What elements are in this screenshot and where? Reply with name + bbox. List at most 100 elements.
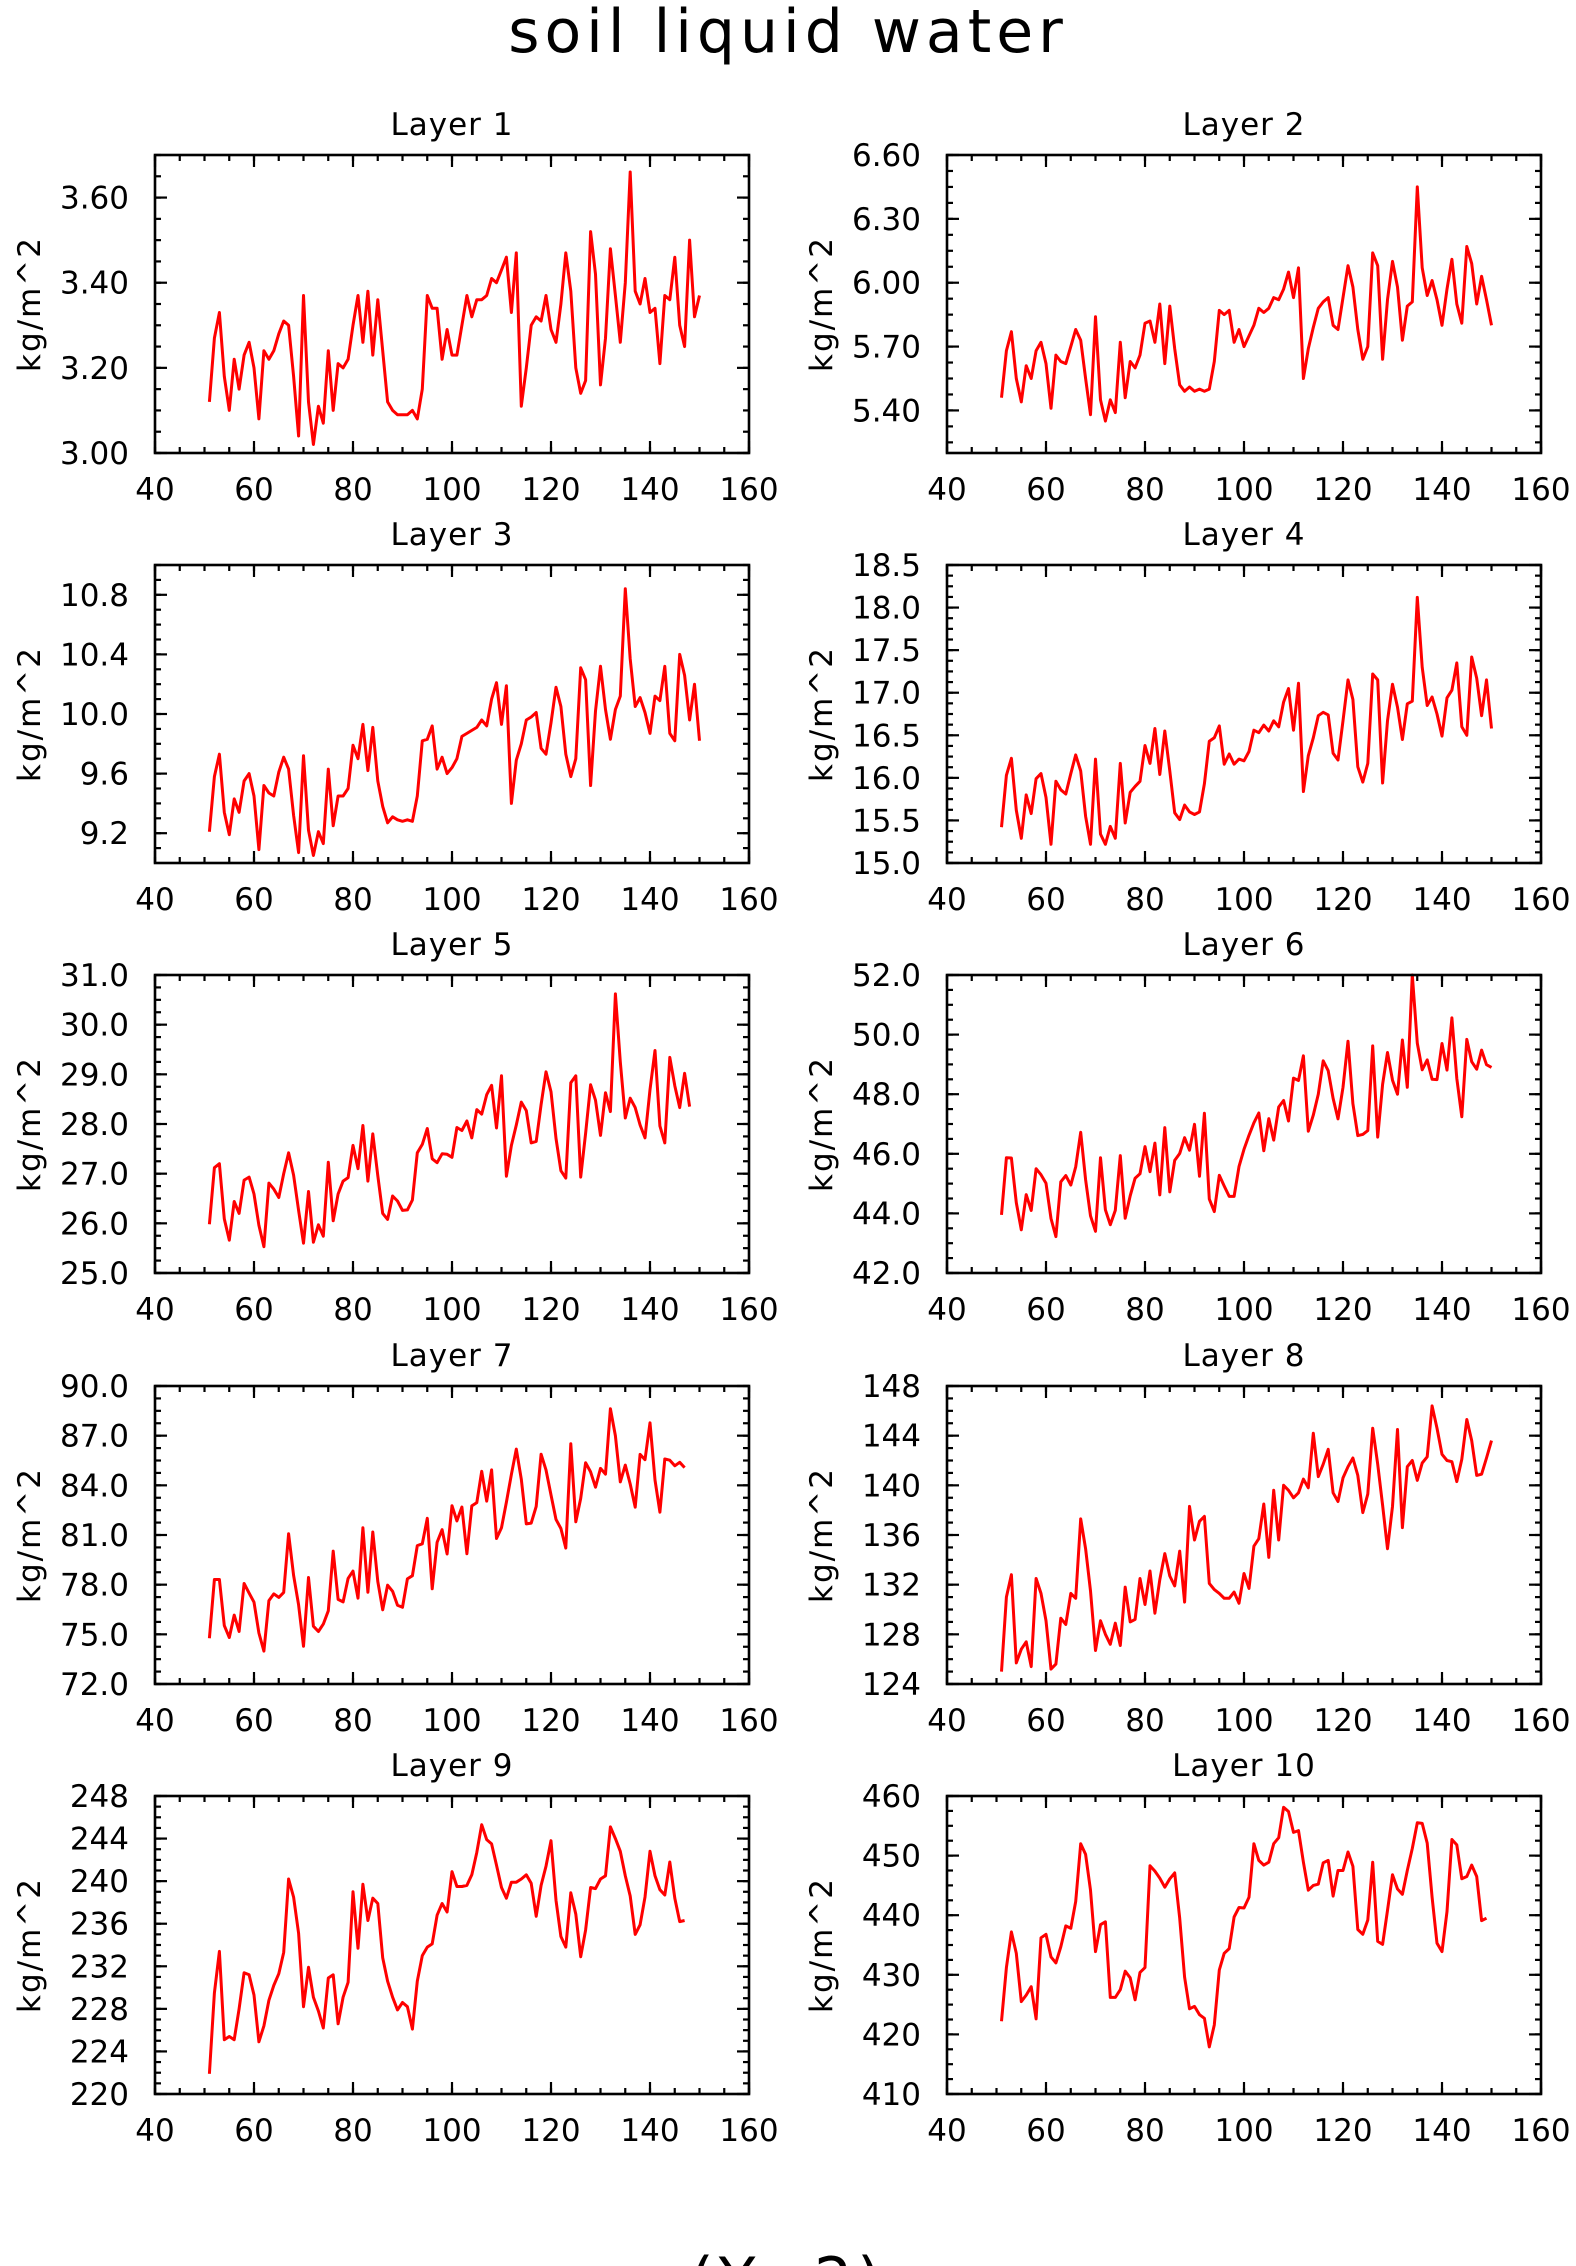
x-tick-label: 160 — [719, 472, 778, 508]
series-line — [207, 1823, 685, 2074]
y-axis-label: kg/m^2 — [12, 1056, 48, 1192]
y-tick-label: 28.0 — [60, 1107, 129, 1143]
x-tick-label: 40 — [927, 472, 966, 508]
y-tick-label: 3.20 — [60, 351, 129, 387]
x-tick-label: 100 — [1214, 1292, 1273, 1328]
figure-title: soil liquid water — [508, 0, 1068, 67]
x-tick-label: 60 — [1026, 1703, 1065, 1739]
y-tick-label: 460 — [862, 1779, 921, 1815]
y-tick-label: 9.6 — [80, 757, 129, 793]
x-tick-label: 160 — [1511, 1292, 1570, 1328]
y-tick-label: 450 — [862, 1839, 921, 1875]
y-tick-label: 16.5 — [852, 718, 921, 754]
x-tick-label: 80 — [333, 472, 372, 508]
x-tick-label: 140 — [1412, 472, 1471, 508]
x-tick-label: 140 — [620, 472, 679, 508]
x-tick-label: 80 — [333, 2113, 372, 2149]
x-tick-label: 60 — [1026, 472, 1065, 508]
series-line — [1000, 185, 1493, 423]
panel-layer-4: Layer 4 kg/m^2 40 60 80 100 120 140 160 15.0 15.5 1… — [804, 517, 1571, 918]
x-tick-label: 120 — [521, 1292, 580, 1328]
y-tick-label: 42.0 — [852, 1256, 921, 1292]
y-tick-label: 29.0 — [60, 1057, 129, 1093]
y-tick-label: 25.0 — [60, 1256, 129, 1292]
x-tick-label: 80 — [333, 1292, 372, 1328]
y-tick-label: 6.60 — [852, 138, 921, 174]
y-tick-label: 240 — [70, 1864, 129, 1900]
x-tick-label: 140 — [1412, 1703, 1471, 1739]
x-tick-label: 120 — [521, 2113, 580, 2149]
x-tick-label: 80 — [1125, 1292, 1164, 1328]
y-tick-label: 87.0 — [60, 1419, 129, 1455]
x-tick-label: 140 — [620, 2113, 679, 2149]
y-tick-label: 44.0 — [852, 1196, 921, 1232]
y-tick-label: 17.5 — [852, 633, 921, 669]
series-line — [207, 170, 701, 446]
y-tick-label: 46.0 — [852, 1137, 921, 1173]
x-axis-label-partial: (Yr 2) — [690, 2245, 885, 2266]
y-tick-label: 5.40 — [852, 393, 921, 429]
y-tick-label: 90.0 — [60, 1369, 129, 1405]
y-tick-label: 3.60 — [60, 181, 129, 217]
y-tick-label: 50.0 — [852, 1018, 921, 1054]
y-tick-label: 128 — [862, 1617, 921, 1653]
y-tick-label: 224 — [70, 2034, 129, 2070]
y-tick-label: 140 — [862, 1468, 921, 1504]
x-tick-label: 40 — [135, 882, 174, 918]
y-tick-label: 75.0 — [60, 1617, 129, 1653]
panel-layer-2: Layer 2 kg/m^2 40 60 80 100 120 140 160 5.40 5.70 6… — [804, 107, 1571, 508]
x-tick-label: 160 — [1511, 2113, 1570, 2149]
y-tick-label: 27.0 — [60, 1157, 129, 1193]
panel-title: Layer 4 — [1182, 517, 1305, 553]
x-tick-label: 80 — [333, 882, 372, 918]
y-tick-label: 244 — [70, 1822, 129, 1858]
y-axis-label: kg/m^2 — [804, 236, 840, 372]
y-tick-label: 5.70 — [852, 330, 921, 366]
x-tick-label: 60 — [234, 472, 273, 508]
x-tick-label: 100 — [1214, 472, 1273, 508]
panel-layer-1: Layer 1 kg/m^2 40 60 80 100 120 140 160 3.00 3.20 3… — [12, 107, 779, 508]
y-tick-label: 15.5 — [852, 803, 921, 839]
panel-title: Layer 7 — [390, 1338, 513, 1374]
x-tick-label: 120 — [1313, 882, 1372, 918]
x-tick-label: 140 — [1412, 2113, 1471, 2149]
x-tick-label: 120 — [521, 1703, 580, 1739]
y-axis-label: kg/m^2 — [12, 646, 48, 782]
x-tick-label: 160 — [1511, 882, 1570, 918]
y-tick-label: 440 — [862, 1898, 921, 1934]
y-tick-label: 16.0 — [852, 761, 921, 797]
plot-frame — [945, 1794, 1543, 2096]
x-tick-label: 100 — [1214, 1703, 1273, 1739]
plot-frame — [945, 153, 1543, 455]
x-tick-label: 120 — [1313, 1292, 1372, 1328]
x-tick-label: 100 — [422, 2113, 481, 2149]
y-tick-label: 3.00 — [60, 436, 129, 472]
x-tick-label: 40 — [135, 1292, 174, 1328]
plot-frame — [153, 973, 751, 1275]
x-tick-label: 60 — [1026, 882, 1065, 918]
x-tick-label: 100 — [422, 1703, 481, 1739]
x-tick-label: 120 — [1313, 2113, 1372, 2149]
y-tick-label: 144 — [862, 1419, 921, 1455]
panel-layer-5: Layer 5 kg/m^2 40 60 80 100 120 140 160 25.0 26.0 2… — [12, 927, 779, 1328]
series-line — [1000, 1805, 1488, 2049]
x-tick-label: 140 — [620, 1703, 679, 1739]
x-tick-label: 60 — [1026, 2113, 1065, 2149]
y-tick-label: 232 — [70, 1949, 129, 1985]
x-tick-label: 60 — [234, 882, 273, 918]
y-tick-label: 132 — [862, 1568, 921, 1604]
series-line — [1000, 973, 1493, 1239]
panel-title: Layer 9 — [390, 1748, 513, 1784]
panel-layer-8: Layer 8 kg/m^2 40 60 80 100 120 140 160 124 128 132… — [804, 1338, 1571, 1739]
x-tick-label: 140 — [620, 1292, 679, 1328]
x-tick-label: 140 — [1412, 1292, 1471, 1328]
series-line — [1000, 1404, 1493, 1672]
y-tick-label: 78.0 — [60, 1568, 129, 1604]
y-tick-label: 220 — [70, 2077, 129, 2113]
y-axis-label: kg/m^2 — [12, 1877, 48, 2013]
series-line — [207, 587, 701, 857]
x-tick-label: 160 — [1511, 472, 1570, 508]
y-axis-label: kg/m^2 — [804, 1056, 840, 1192]
x-tick-label: 100 — [1214, 2113, 1273, 2149]
plot-frame — [945, 563, 1543, 865]
